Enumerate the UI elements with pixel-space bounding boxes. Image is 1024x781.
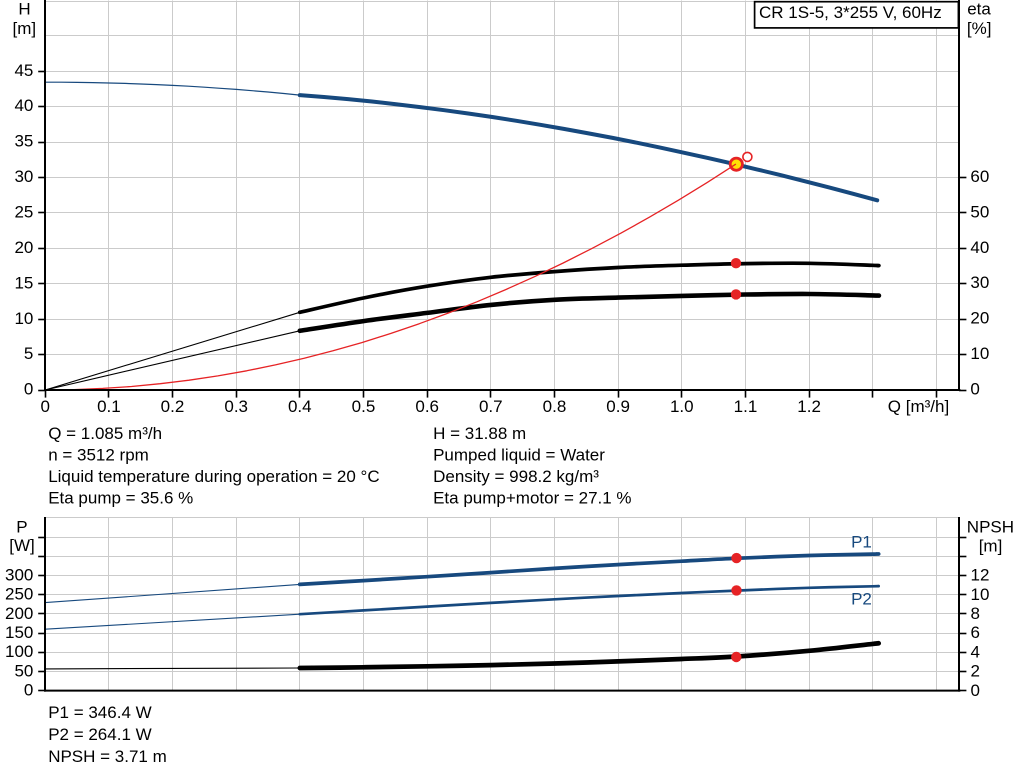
svg-text:eta: eta [967,0,991,19]
svg-text:[W]: [W] [9,536,35,555]
svg-text:4: 4 [971,642,980,661]
svg-text:n = 3512 rpm: n = 3512 rpm [48,445,149,464]
svg-text:25: 25 [14,203,33,222]
svg-text:0.8: 0.8 [543,397,567,416]
svg-text:P1: P1 [851,533,872,552]
svg-text:0: 0 [40,397,49,416]
svg-text:1.1: 1.1 [734,397,758,416]
svg-text:0: 0 [24,681,33,700]
svg-text:[m]: [m] [12,19,36,38]
svg-text:0.6: 0.6 [415,397,439,416]
svg-text:0.9: 0.9 [606,397,630,416]
svg-text:[m]: [m] [979,537,1003,556]
svg-text:35: 35 [14,132,33,151]
svg-text:10: 10 [970,344,989,363]
svg-text:CR 1S-5, 3*255 V, 60Hz: CR 1S-5, 3*255 V, 60Hz [759,3,942,22]
svg-text:300: 300 [5,565,33,584]
svg-text:0.4: 0.4 [288,397,312,416]
svg-text:H = 31.88 m: H = 31.88 m [433,424,526,443]
svg-text:0.5: 0.5 [352,397,376,416]
svg-text:100: 100 [5,642,33,661]
svg-text:0.7: 0.7 [479,397,503,416]
svg-text:8: 8 [971,604,980,623]
svg-text:30: 30 [970,273,989,292]
svg-text:P2: P2 [851,590,872,609]
svg-text:0: 0 [24,380,33,399]
svg-text:Density = 998.2 kg/m³: Density = 998.2 kg/m³ [433,467,599,486]
svg-text:NPSH = 3.71 m: NPSH = 3.71 m [48,747,167,766]
svg-text:20: 20 [14,238,33,257]
svg-text:P1 = 346.4 W: P1 = 346.4 W [48,703,151,722]
svg-text:40: 40 [970,238,989,257]
svg-text:250: 250 [5,585,33,604]
svg-text:40: 40 [14,96,33,115]
svg-text:150: 150 [5,623,33,642]
svg-text:0: 0 [970,380,979,399]
svg-text:0: 0 [971,681,980,700]
svg-text:15: 15 [14,273,33,292]
svg-text:0.3: 0.3 [224,397,248,416]
svg-text:Eta pump+motor = 27.1 %: Eta pump+motor = 27.1 % [433,488,631,507]
svg-text:20: 20 [970,309,989,328]
svg-text:1.0: 1.0 [670,397,694,416]
svg-text:50: 50 [14,661,33,680]
svg-text:0.2: 0.2 [161,397,185,416]
svg-text:Q = 1.085 m³/h: Q = 1.085 m³/h [48,424,162,443]
svg-text:[%]: [%] [967,19,992,38]
svg-text:Q [m³/h]: Q [m³/h] [888,397,949,416]
svg-text:1.2: 1.2 [797,397,821,416]
svg-text:P2 = 264.1 W: P2 = 264.1 W [48,725,151,744]
svg-text:5: 5 [24,344,33,363]
svg-text:200: 200 [5,604,33,623]
svg-text:Eta pump = 35.6 %: Eta pump = 35.6 % [48,488,193,507]
svg-text:6: 6 [971,623,980,642]
svg-text:H: H [18,0,30,19]
svg-text:Liquid temperature during oper: Liquid temperature during operation = 20… [48,467,379,486]
svg-text:30: 30 [14,167,33,186]
svg-text:0.1: 0.1 [97,397,121,416]
svg-text:10: 10 [14,309,33,328]
svg-text:12: 12 [971,566,990,585]
svg-text:NPSH: NPSH [967,518,1014,537]
svg-text:P: P [16,517,27,536]
svg-text:Pumped liquid = Water: Pumped liquid = Water [433,445,605,464]
svg-text:2: 2 [971,662,980,681]
svg-text:60: 60 [970,167,989,186]
svg-text:10: 10 [971,585,990,604]
svg-text:50: 50 [970,202,989,221]
svg-text:45: 45 [14,61,33,80]
